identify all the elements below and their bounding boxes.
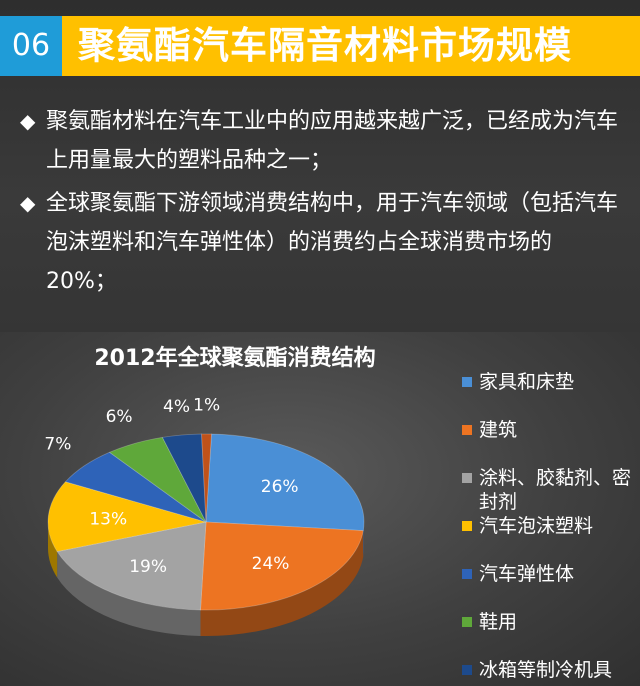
pie-data-label: 6%: [106, 407, 133, 427]
pie-slice: [205, 433, 365, 532]
pie-slice: [56, 521, 207, 611]
legend-label: 建筑: [479, 419, 518, 441]
bullet-item: ◆ 聚氨酯材料在汽车工业中的应用越来越广泛，已经成为汽车上用量最大的塑料品种之一…: [0, 102, 640, 180]
pie-slice: [47, 481, 207, 552]
pie-data-label: 13%: [89, 509, 127, 529]
pie-slice-side: [363, 522, 364, 557]
pie-slice-side: [200, 530, 364, 637]
pie-slice: [108, 436, 207, 523]
page-title: 聚氨酯汽车隔音材料市场规模: [78, 24, 572, 67]
diamond-bullet-icon: ◆: [20, 191, 36, 215]
pie-slice-side: [57, 551, 201, 636]
bullet-list: ◆ 聚氨酯材料在汽车工业中的应用越来越广泛，已经成为汽车上用量最大的塑料品种之一…: [0, 102, 640, 305]
pie-slice: [201, 433, 212, 523]
pie-slice: [161, 433, 207, 523]
pie-slice: [200, 521, 364, 611]
bullet-item: ◆ 全球聚氨酯下游领域消费结构中，用于汽车领域（包括汽车泡沫塑料和汽车弹性体）的…: [0, 184, 640, 301]
bullet-text: 聚氨酯材料在汽车工业中的应用越来越广泛，已经成为汽车上用量最大的塑料品种之一；: [46, 109, 619, 173]
legend-swatch: [462, 521, 472, 531]
pie-data-label: 24%: [252, 554, 290, 574]
pie-data-label: 19%: [129, 557, 167, 577]
header-bar: [0, 16, 640, 76]
legend-swatch: [462, 617, 472, 627]
legend-swatch: [462, 425, 472, 435]
pie-data-label: 7%: [44, 434, 71, 454]
pie-data-label: 1%: [193, 396, 220, 416]
legend-label: 汽车弹性体: [479, 563, 575, 585]
pie-data-label: 26%: [261, 477, 299, 497]
legend-swatch: [462, 665, 472, 675]
legend-label: 汽车泡沫塑料: [479, 515, 594, 537]
legend-label: 鞋用: [479, 611, 518, 633]
legend-label: 冰箱等制冷机具: [479, 659, 613, 681]
diamond-bullet-icon: ◆: [20, 109, 36, 133]
legend-swatch: [462, 569, 472, 579]
legend-label: 家具和床垫: [479, 371, 575, 393]
legend-label: 涂料、胶黏剂、密封剂: [479, 467, 632, 513]
bullet-text: 全球聚氨酯下游领域消费结构中，用于汽车领域（包括汽车泡沫塑料和汽车弹性体）的消费…: [46, 191, 619, 294]
pie-slice: [64, 451, 207, 523]
section-number: 06: [0, 16, 62, 76]
chart-title: 2012年全球聚氨酯消费结构: [94, 346, 376, 371]
pie-slice-side: [48, 522, 58, 578]
pie-data-label: 4%: [163, 397, 190, 417]
legend-swatch: [462, 473, 472, 483]
legend-swatch: [462, 377, 472, 387]
